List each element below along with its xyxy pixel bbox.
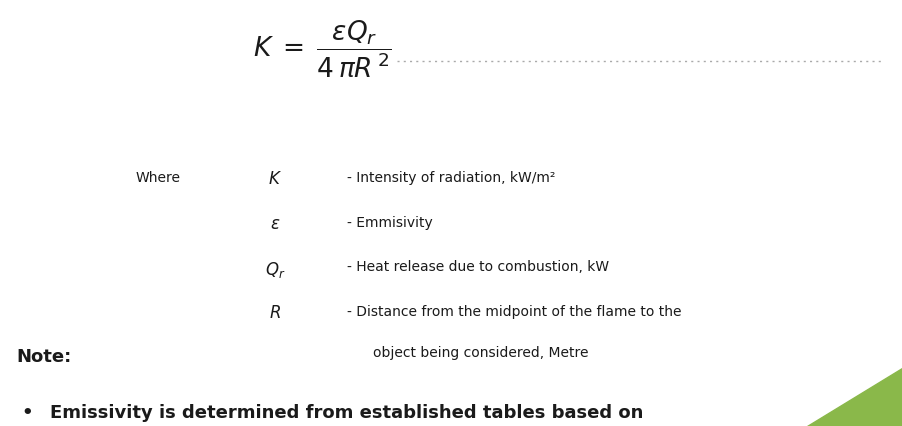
Text: object being considered, Metre: object being considered, Metre — [373, 345, 588, 359]
Text: - Intensity of radiation, kW/m²: - Intensity of radiation, kW/m² — [347, 170, 556, 184]
Text: $K$: $K$ — [268, 170, 282, 187]
Text: - Emmisivity: - Emmisivity — [347, 215, 433, 229]
Text: - Distance from the midpoint of the flame to the: - Distance from the midpoint of the flam… — [347, 305, 682, 319]
Text: $R$: $R$ — [269, 305, 281, 322]
Text: - Heat release due to combustion, kW: - Heat release due to combustion, kW — [347, 260, 610, 274]
Text: $\varepsilon$: $\varepsilon$ — [270, 215, 281, 232]
Text: Emissivity is determined from established tables based on: Emissivity is determined from establishe… — [50, 403, 643, 420]
Text: $K \;=\; \dfrac{\varepsilon Q_r}{4\,\pi R^{\,2}}$: $K \;=\; \dfrac{\varepsilon Q_r}{4\,\pi … — [253, 19, 391, 80]
Text: Note:: Note: — [16, 347, 71, 365]
Text: Where: Where — [135, 170, 180, 184]
Polygon shape — [807, 368, 902, 426]
Text: •: • — [22, 403, 33, 420]
Text: $Q_r$: $Q_r$ — [265, 260, 285, 280]
